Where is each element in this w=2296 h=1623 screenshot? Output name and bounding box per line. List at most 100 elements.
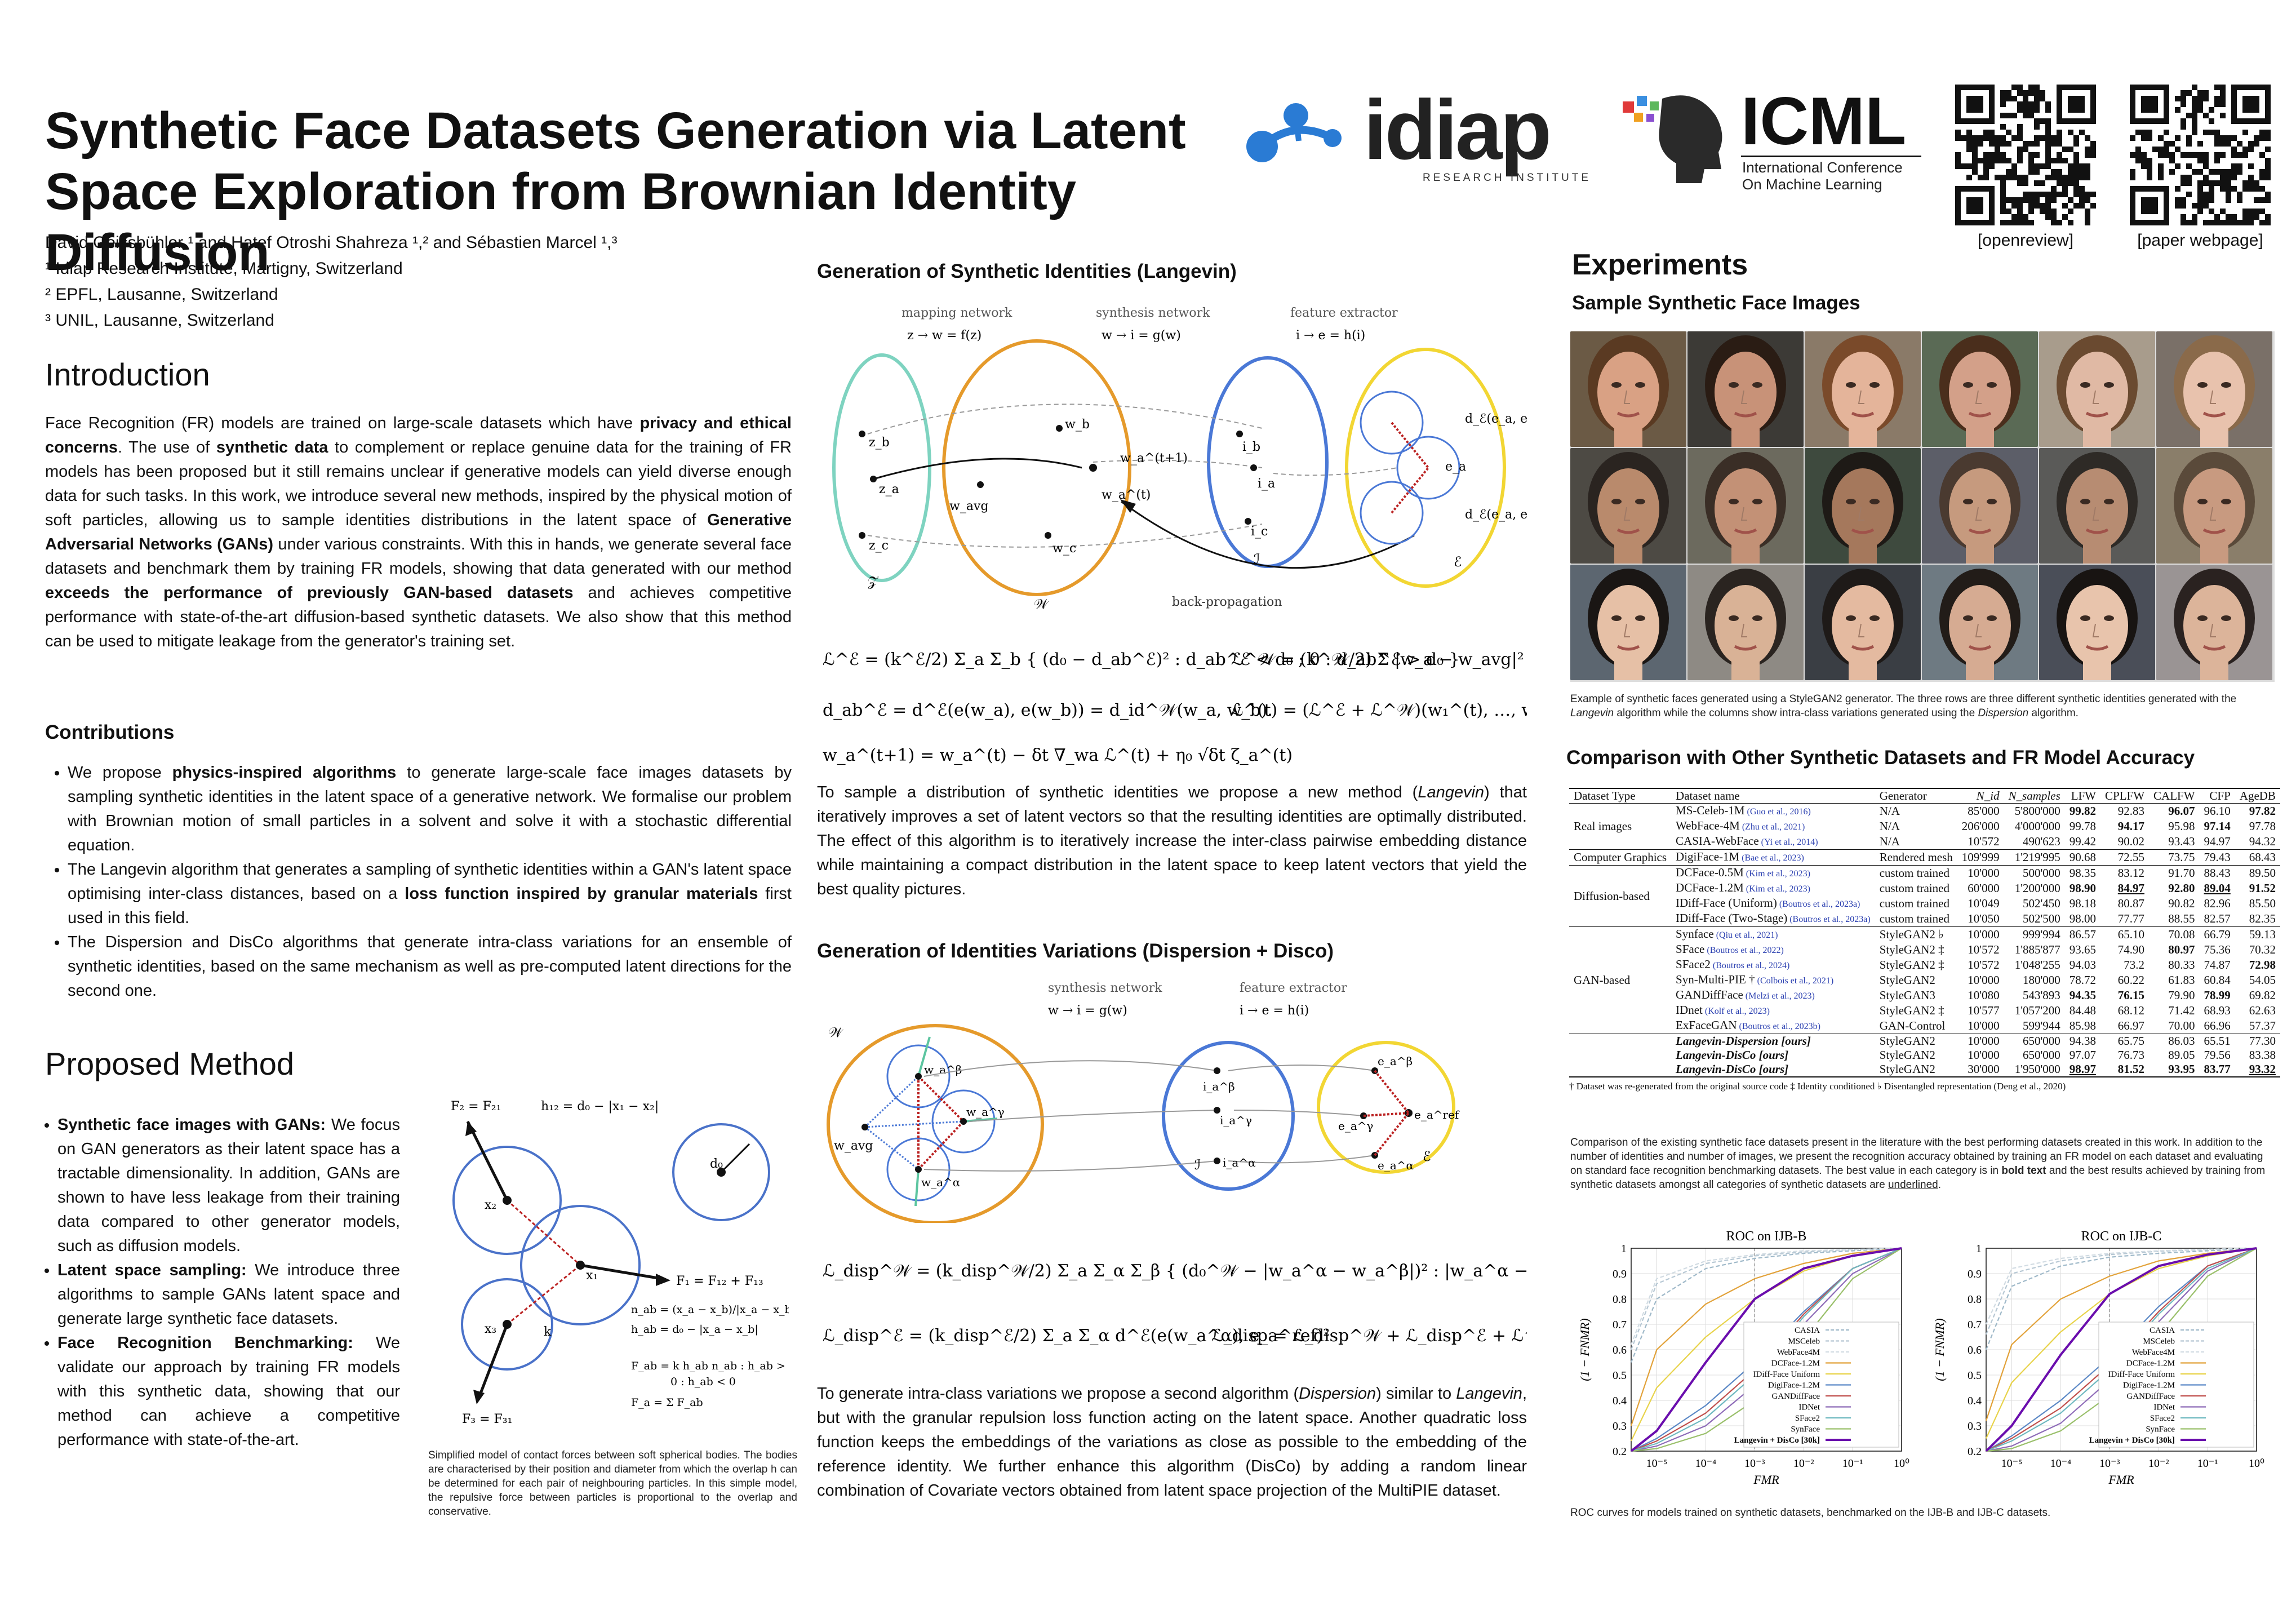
svg-text:w_b: w_b xyxy=(1065,418,1090,432)
contribution-item: The Dispersion and DisCo algorithms that… xyxy=(68,930,792,1003)
citation-link[interactable]: (Kim et al., 2023) xyxy=(1743,884,1810,894)
paper-webpage-label[interactable]: [paper webpage] xyxy=(2137,231,2263,250)
roc-legend-label: DigiFace-1.2M xyxy=(2123,1381,2175,1390)
citation-link[interactable]: (Boutros et al., 2022) xyxy=(1704,946,1784,955)
roc-y-tick: 0.3 xyxy=(1613,1420,1627,1433)
citation-link[interactable]: (Boutros et al., 2024) xyxy=(1710,961,1790,970)
synthetic-face-image xyxy=(1922,448,2038,564)
svg-text:w_avg: w_avg xyxy=(834,1139,873,1153)
table-row: SFace (Boutros et al., 2022) StyleGAN2 ‡ 1… xyxy=(1569,942,2280,957)
table-cell: 76.73 xyxy=(2117,1048,2145,1062)
table-cell: 90.68 xyxy=(2069,850,2097,864)
table-cell: 57.37 xyxy=(2249,1019,2276,1032)
svg-text:w_a^γ: w_a^γ xyxy=(966,1105,1005,1119)
comparison-table: Dataset Type Dataset name Generator N_id N_s… xyxy=(1569,788,2280,1077)
svg-text:mapping network: mapping network xyxy=(901,306,1012,320)
table-cell: 83.77 xyxy=(2204,1062,2231,1076)
citation-link[interactable]: (Boutros et al., 2023a) xyxy=(1777,899,1860,909)
svg-text:i_a^α: i_a^α xyxy=(1223,1156,1256,1169)
table-cell: StyleGAN2 ‡ xyxy=(1879,958,1944,972)
citation-link[interactable]: (Melzi et al., 2023) xyxy=(1743,991,1815,1001)
table-cell: 65.10 xyxy=(2117,928,2145,941)
table-cell: 68.12 xyxy=(2117,1004,2145,1017)
openreview-label[interactable]: [openreview] xyxy=(1977,231,2074,250)
svg-text:w_a^(t+1): w_a^(t+1) xyxy=(1120,451,1188,465)
table-cell: 73.75 xyxy=(2168,850,2195,864)
table-cell: 85.50 xyxy=(2249,897,2276,910)
table-cell: 83.38 xyxy=(2249,1048,2276,1062)
roc-legend-label: SynFace xyxy=(1791,1425,1820,1434)
roc-legend-label: IDiff-Face Uniform xyxy=(1753,1370,1820,1379)
table-cell: 89.05 xyxy=(2168,1048,2195,1062)
dispersion-equations: ℒ_disp^𝒲 = (k_disp^𝒲/2) Σ_a Σ_α Σ_β { (d… xyxy=(823,1237,1956,1367)
citation-link[interactable]: (Guo et al., 2016) xyxy=(1744,807,1811,817)
svg-text:0 : h_ab < 0: 0 : h_ab < 0 xyxy=(670,1376,736,1388)
citation-link[interactable]: (Kolf et al., 2023) xyxy=(1702,1006,1770,1016)
roc-y-tick: 0.9 xyxy=(1968,1268,1982,1280)
roc-y-label: (1 − FNMR) xyxy=(1933,1318,1947,1381)
table-cell: 66.79 xyxy=(2204,928,2231,941)
icml-logo[interactable]: ICML International Conference On Machine… xyxy=(1623,85,1921,193)
dataset-type-cell: Real images xyxy=(1574,819,1632,833)
openreview-qr-code[interactable] xyxy=(1955,85,2096,225)
svg-text:i → e = h(i): i → e = h(i) xyxy=(1296,329,1365,343)
roc-legend-label: MSCeleb xyxy=(1788,1337,1820,1346)
roc-x-label: FMR xyxy=(2108,1473,2134,1487)
svg-text:ℒ_disp = ℒ_disp^𝒲 + ℒ_disp^ℰ: ℒ_disp = ℒ_disp^𝒲 + ℒ_disp^ℰ + ℒ^𝒲 xyxy=(1211,1326,1527,1346)
svg-text:i_a: i_a xyxy=(1258,477,1275,491)
citation-link[interactable]: (Kim et al., 2023) xyxy=(1743,869,1810,879)
citation-link[interactable]: (Boutros et al., 2023a) xyxy=(1787,915,1871,924)
svg-text:ℒ_disp^ℰ = (k_disp^ℰ/2) Σ_a Σ_: ℒ_disp^ℰ = (k_disp^ℰ/2) Σ_a Σ_α d^ℰ(e(w_… xyxy=(823,1326,1330,1346)
table-cell: 80.97 xyxy=(2168,943,2195,956)
synthetic-face-image xyxy=(2039,448,2155,564)
citation-link[interactable]: (Boutros et al., 2023b) xyxy=(1737,1022,1820,1031)
table-cell: 83.12 xyxy=(2117,866,2145,880)
synthetic-face-image xyxy=(1570,448,1686,564)
synthetic-face-image xyxy=(1805,331,1921,447)
idiap-logo[interactable]: idiap RESEARCH INSTITUTE xyxy=(1242,85,1603,192)
roc-x-tick: 10⁻³ xyxy=(1744,1457,1765,1470)
table-cell: 77.77 xyxy=(2117,912,2145,925)
table-cell: 81.52 xyxy=(2117,1062,2145,1076)
roc-y-tick: 0.7 xyxy=(1613,1319,1627,1331)
roc-legend-label: GANDiffFace xyxy=(2126,1392,2175,1401)
citation-link[interactable]: (Zhu et al., 2021) xyxy=(1739,822,1805,832)
title-line-2: Space Exploration from Brownian Identity… xyxy=(45,163,1077,281)
table-row: ExFaceGAN (Boutros et al., 2023b) GAN-Con… xyxy=(1569,1018,2280,1034)
table-cell: 86.57 xyxy=(2069,928,2097,941)
svg-text:e_a: e_a xyxy=(1445,460,1466,474)
citation-link[interactable]: (Bae et al., 2023) xyxy=(1739,853,1804,863)
roc-legend-label: Langevin + DisCo [30k] xyxy=(2089,1436,2175,1445)
roc-y-tick: 1 xyxy=(1621,1243,1627,1255)
citation-link[interactable]: (Yi et al., 2014) xyxy=(1758,837,1818,847)
comparison-table-heading: Comparison with Other Synthetic Datasets… xyxy=(1566,747,2195,769)
particle-figure-caption: Simplified model of contact forces betwe… xyxy=(428,1449,797,1518)
svg-text:x₁: x₁ xyxy=(586,1269,598,1283)
table-cell: 98.18 xyxy=(2069,897,2097,910)
synthetic-face-image xyxy=(2039,331,2155,447)
table-cell: 93.65 xyxy=(2069,943,2097,956)
roc-caption: ROC curves for models trained on synthet… xyxy=(1570,1507,2051,1519)
paper-webpage-qr-code[interactable] xyxy=(2130,85,2271,225)
table-cell: 79.56 xyxy=(2204,1048,2231,1062)
table-cell: 82.57 xyxy=(2204,912,2231,925)
citation-link[interactable]: (Colbois et al., 2021) xyxy=(1755,976,1834,986)
roc-legend-label: SFace2 xyxy=(2150,1414,2175,1423)
table-cell: 10'080 xyxy=(1968,988,2000,1002)
roc-series-line xyxy=(1630,1247,1902,1452)
affiliation-2: ² EPFL, Lausanne, Switzerland xyxy=(45,285,278,304)
table-cell: 94.32 xyxy=(2249,835,2276,848)
roc-y-tick: 0.9 xyxy=(1613,1268,1627,1280)
table-cell: 90.82 xyxy=(2168,897,2195,910)
citation-link[interactable]: (Qiu et al., 2021) xyxy=(1713,930,1778,940)
roc-y-tick: 0.6 xyxy=(1968,1344,1982,1356)
svg-text:e_a^γ: e_a^γ xyxy=(1338,1119,1373,1133)
table-cell: StyleGAN2 xyxy=(1879,1034,1935,1048)
svg-text:i → e = h(i): i → e = h(i) xyxy=(1240,1004,1309,1018)
svg-text:F₃ = F₃₁: F₃ = F₃₁ xyxy=(462,1412,512,1426)
dataset-name-cell: IDnet (Kolf et al., 2023) xyxy=(1676,1003,1770,1017)
dataset-name-cell: MS-Celeb-1M (Guo et al., 2016) xyxy=(1676,804,1811,817)
roc-chart-2: ROC on IJB-C 0.2 0.3 0.4 0.5 0.6 0.7 0.8 0.9 1 10⁻… xyxy=(1933,1229,2264,1487)
table-cell: 599'944 xyxy=(2022,1019,2060,1032)
table-cell: custom trained xyxy=(1879,866,1949,880)
